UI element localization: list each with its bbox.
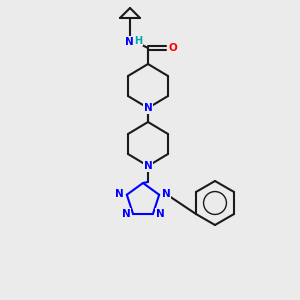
- Text: N: N: [122, 209, 130, 219]
- Text: N: N: [144, 103, 152, 113]
- Text: H: H: [134, 36, 142, 46]
- Text: N: N: [162, 189, 170, 199]
- Text: N: N: [116, 189, 124, 199]
- Text: N: N: [124, 37, 134, 47]
- Text: N: N: [156, 209, 164, 219]
- Text: N: N: [144, 161, 152, 171]
- Text: O: O: [169, 43, 177, 53]
